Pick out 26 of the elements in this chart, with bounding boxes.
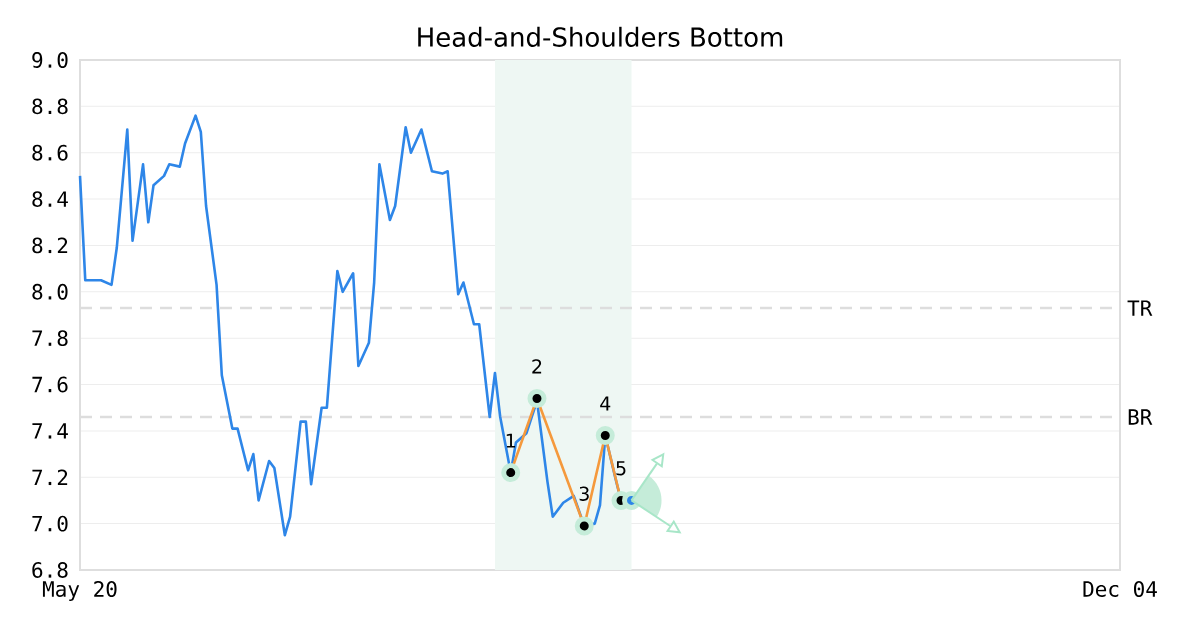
point	[574, 516, 594, 536]
annotation: 3	[579, 486, 589, 501]
point	[527, 388, 547, 408]
y-tick-label: 8.6	[32, 144, 68, 161]
ref-line-label: TR	[1127, 300, 1153, 316]
y-tick-label: 6.8	[32, 562, 68, 578]
chart-title: Head-and-Shoulders Bottom	[418, 26, 783, 47]
point	[595, 426, 615, 446]
annotation: 4	[600, 396, 611, 411]
ref-line-label: BR	[1128, 409, 1153, 425]
annotation: 2	[532, 359, 542, 374]
point	[501, 463, 521, 483]
y-tick-label: 8.8	[32, 98, 68, 115]
y-tick-label: 7.8	[32, 330, 68, 347]
y-tick-label: 7.0	[32, 515, 68, 532]
y-tick-label: 7.6	[32, 376, 68, 393]
y-tick-label: 9.0	[32, 52, 68, 68]
y-tick-label: 7.2	[32, 469, 68, 486]
y-tick-label: 7.4	[32, 423, 68, 439]
annotation: 1	[506, 433, 516, 448]
annotation: 5	[616, 461, 626, 476]
y-tick-label: 8.4	[32, 191, 68, 208]
y-tick-label: 8.0	[32, 283, 68, 300]
y-tick-label: 8.2	[32, 237, 68, 254]
x-tick-label: May 20	[42, 581, 117, 601]
x-tick-label: Dec 04	[1083, 581, 1157, 597]
